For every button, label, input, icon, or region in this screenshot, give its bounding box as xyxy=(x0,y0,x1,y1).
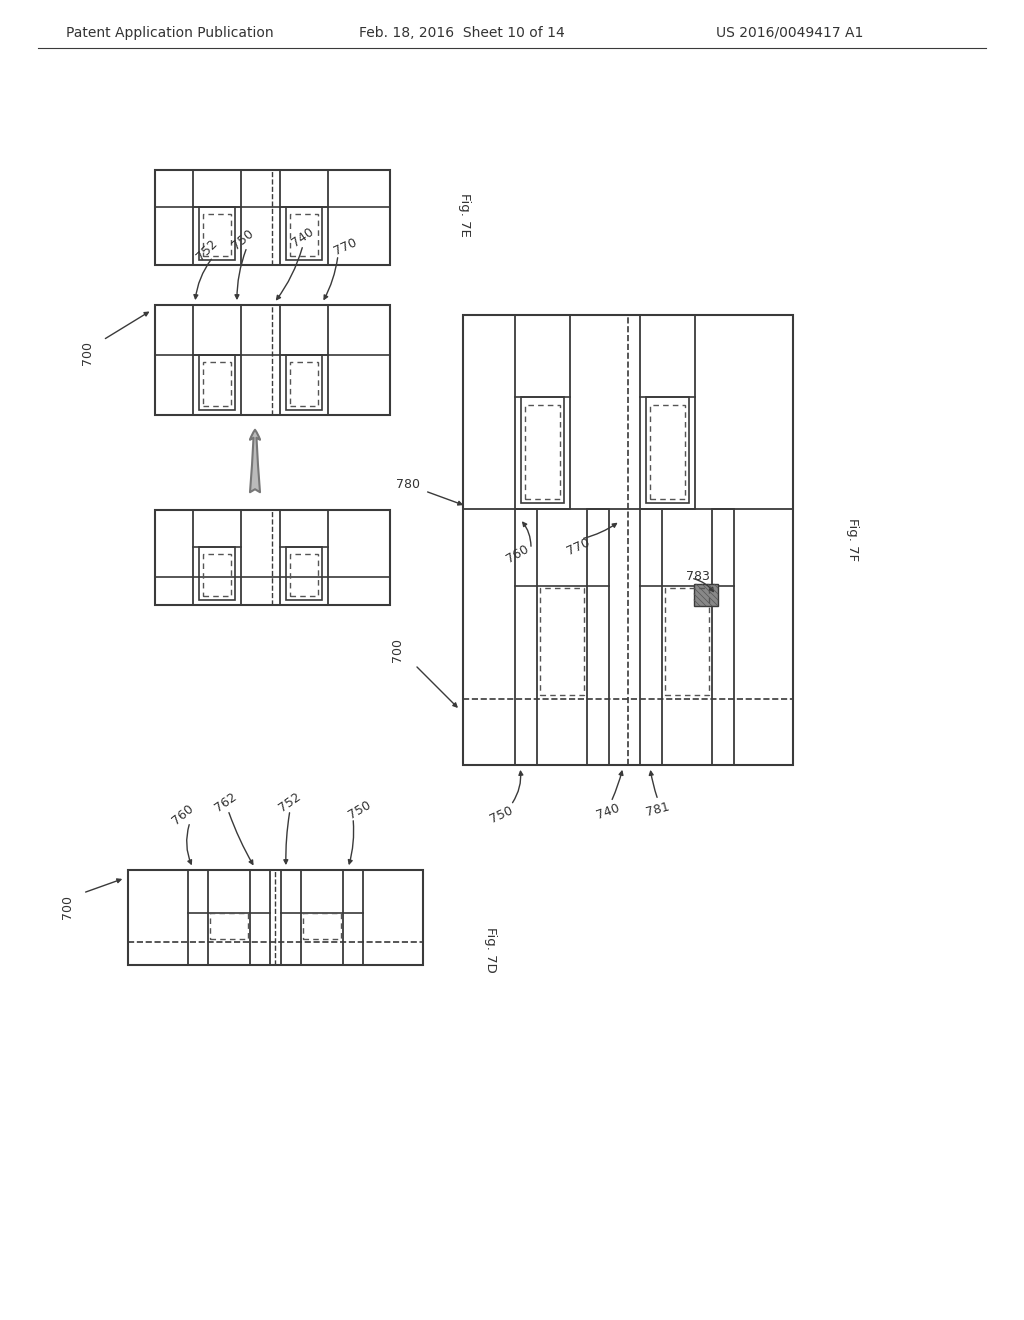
Bar xyxy=(712,510,734,766)
Bar xyxy=(250,870,270,965)
Text: 770: 770 xyxy=(564,536,592,558)
Bar xyxy=(155,170,390,265)
Bar xyxy=(280,510,328,605)
Bar xyxy=(203,362,231,407)
Bar xyxy=(650,405,685,499)
Text: 700: 700 xyxy=(391,638,404,663)
Bar xyxy=(199,546,234,601)
Text: 740: 740 xyxy=(595,801,622,822)
Text: 780: 780 xyxy=(396,478,420,491)
Bar xyxy=(286,546,322,601)
Text: 770: 770 xyxy=(332,236,358,257)
Bar xyxy=(280,305,328,414)
Text: Feb. 18, 2016  Sheet 10 of 14: Feb. 18, 2016 Sheet 10 of 14 xyxy=(359,26,565,40)
Text: 740: 740 xyxy=(290,224,316,249)
Bar xyxy=(587,510,609,766)
Text: 760: 760 xyxy=(505,543,531,565)
Bar xyxy=(155,510,390,605)
Bar xyxy=(343,870,362,965)
Bar xyxy=(640,315,695,510)
Bar xyxy=(646,397,689,503)
Text: 750: 750 xyxy=(229,227,256,252)
Bar xyxy=(210,912,248,939)
Bar xyxy=(515,510,537,766)
Text: 700: 700 xyxy=(61,895,75,919)
Bar xyxy=(199,355,234,411)
Text: 752: 752 xyxy=(276,789,303,814)
Text: 762: 762 xyxy=(213,789,240,814)
Bar xyxy=(290,554,318,597)
Bar xyxy=(193,510,241,605)
Text: Fig. 7D: Fig. 7D xyxy=(484,927,498,973)
Text: 752: 752 xyxy=(194,238,220,263)
Text: 700: 700 xyxy=(81,341,93,366)
Bar xyxy=(540,587,584,696)
Bar xyxy=(286,355,322,411)
Bar xyxy=(525,405,560,499)
Bar xyxy=(280,170,328,265)
Text: 750: 750 xyxy=(346,799,374,821)
Bar xyxy=(665,587,709,696)
Bar xyxy=(188,870,208,965)
Text: 750: 750 xyxy=(487,804,515,826)
Bar xyxy=(290,214,318,256)
Text: US 2016/0049417 A1: US 2016/0049417 A1 xyxy=(717,26,863,40)
Bar xyxy=(303,912,341,939)
Bar xyxy=(203,554,231,597)
Bar xyxy=(203,214,231,256)
Bar xyxy=(155,305,390,414)
Bar xyxy=(640,510,662,766)
Text: 760: 760 xyxy=(170,803,197,828)
Text: Patent Application Publication: Patent Application Publication xyxy=(67,26,273,40)
Bar xyxy=(286,207,322,260)
Bar xyxy=(128,870,423,965)
Bar xyxy=(463,315,793,766)
Bar xyxy=(193,170,241,265)
Bar xyxy=(521,397,564,503)
Bar xyxy=(199,207,234,260)
Bar xyxy=(281,870,301,965)
Text: Fig. 7F: Fig. 7F xyxy=(847,519,859,561)
Text: 781: 781 xyxy=(645,801,671,820)
Bar xyxy=(515,315,570,510)
Bar xyxy=(193,305,241,414)
Bar xyxy=(694,583,718,606)
Text: 783: 783 xyxy=(686,569,710,582)
Text: Fig. 7E: Fig. 7E xyxy=(459,193,471,236)
Bar xyxy=(290,362,318,407)
